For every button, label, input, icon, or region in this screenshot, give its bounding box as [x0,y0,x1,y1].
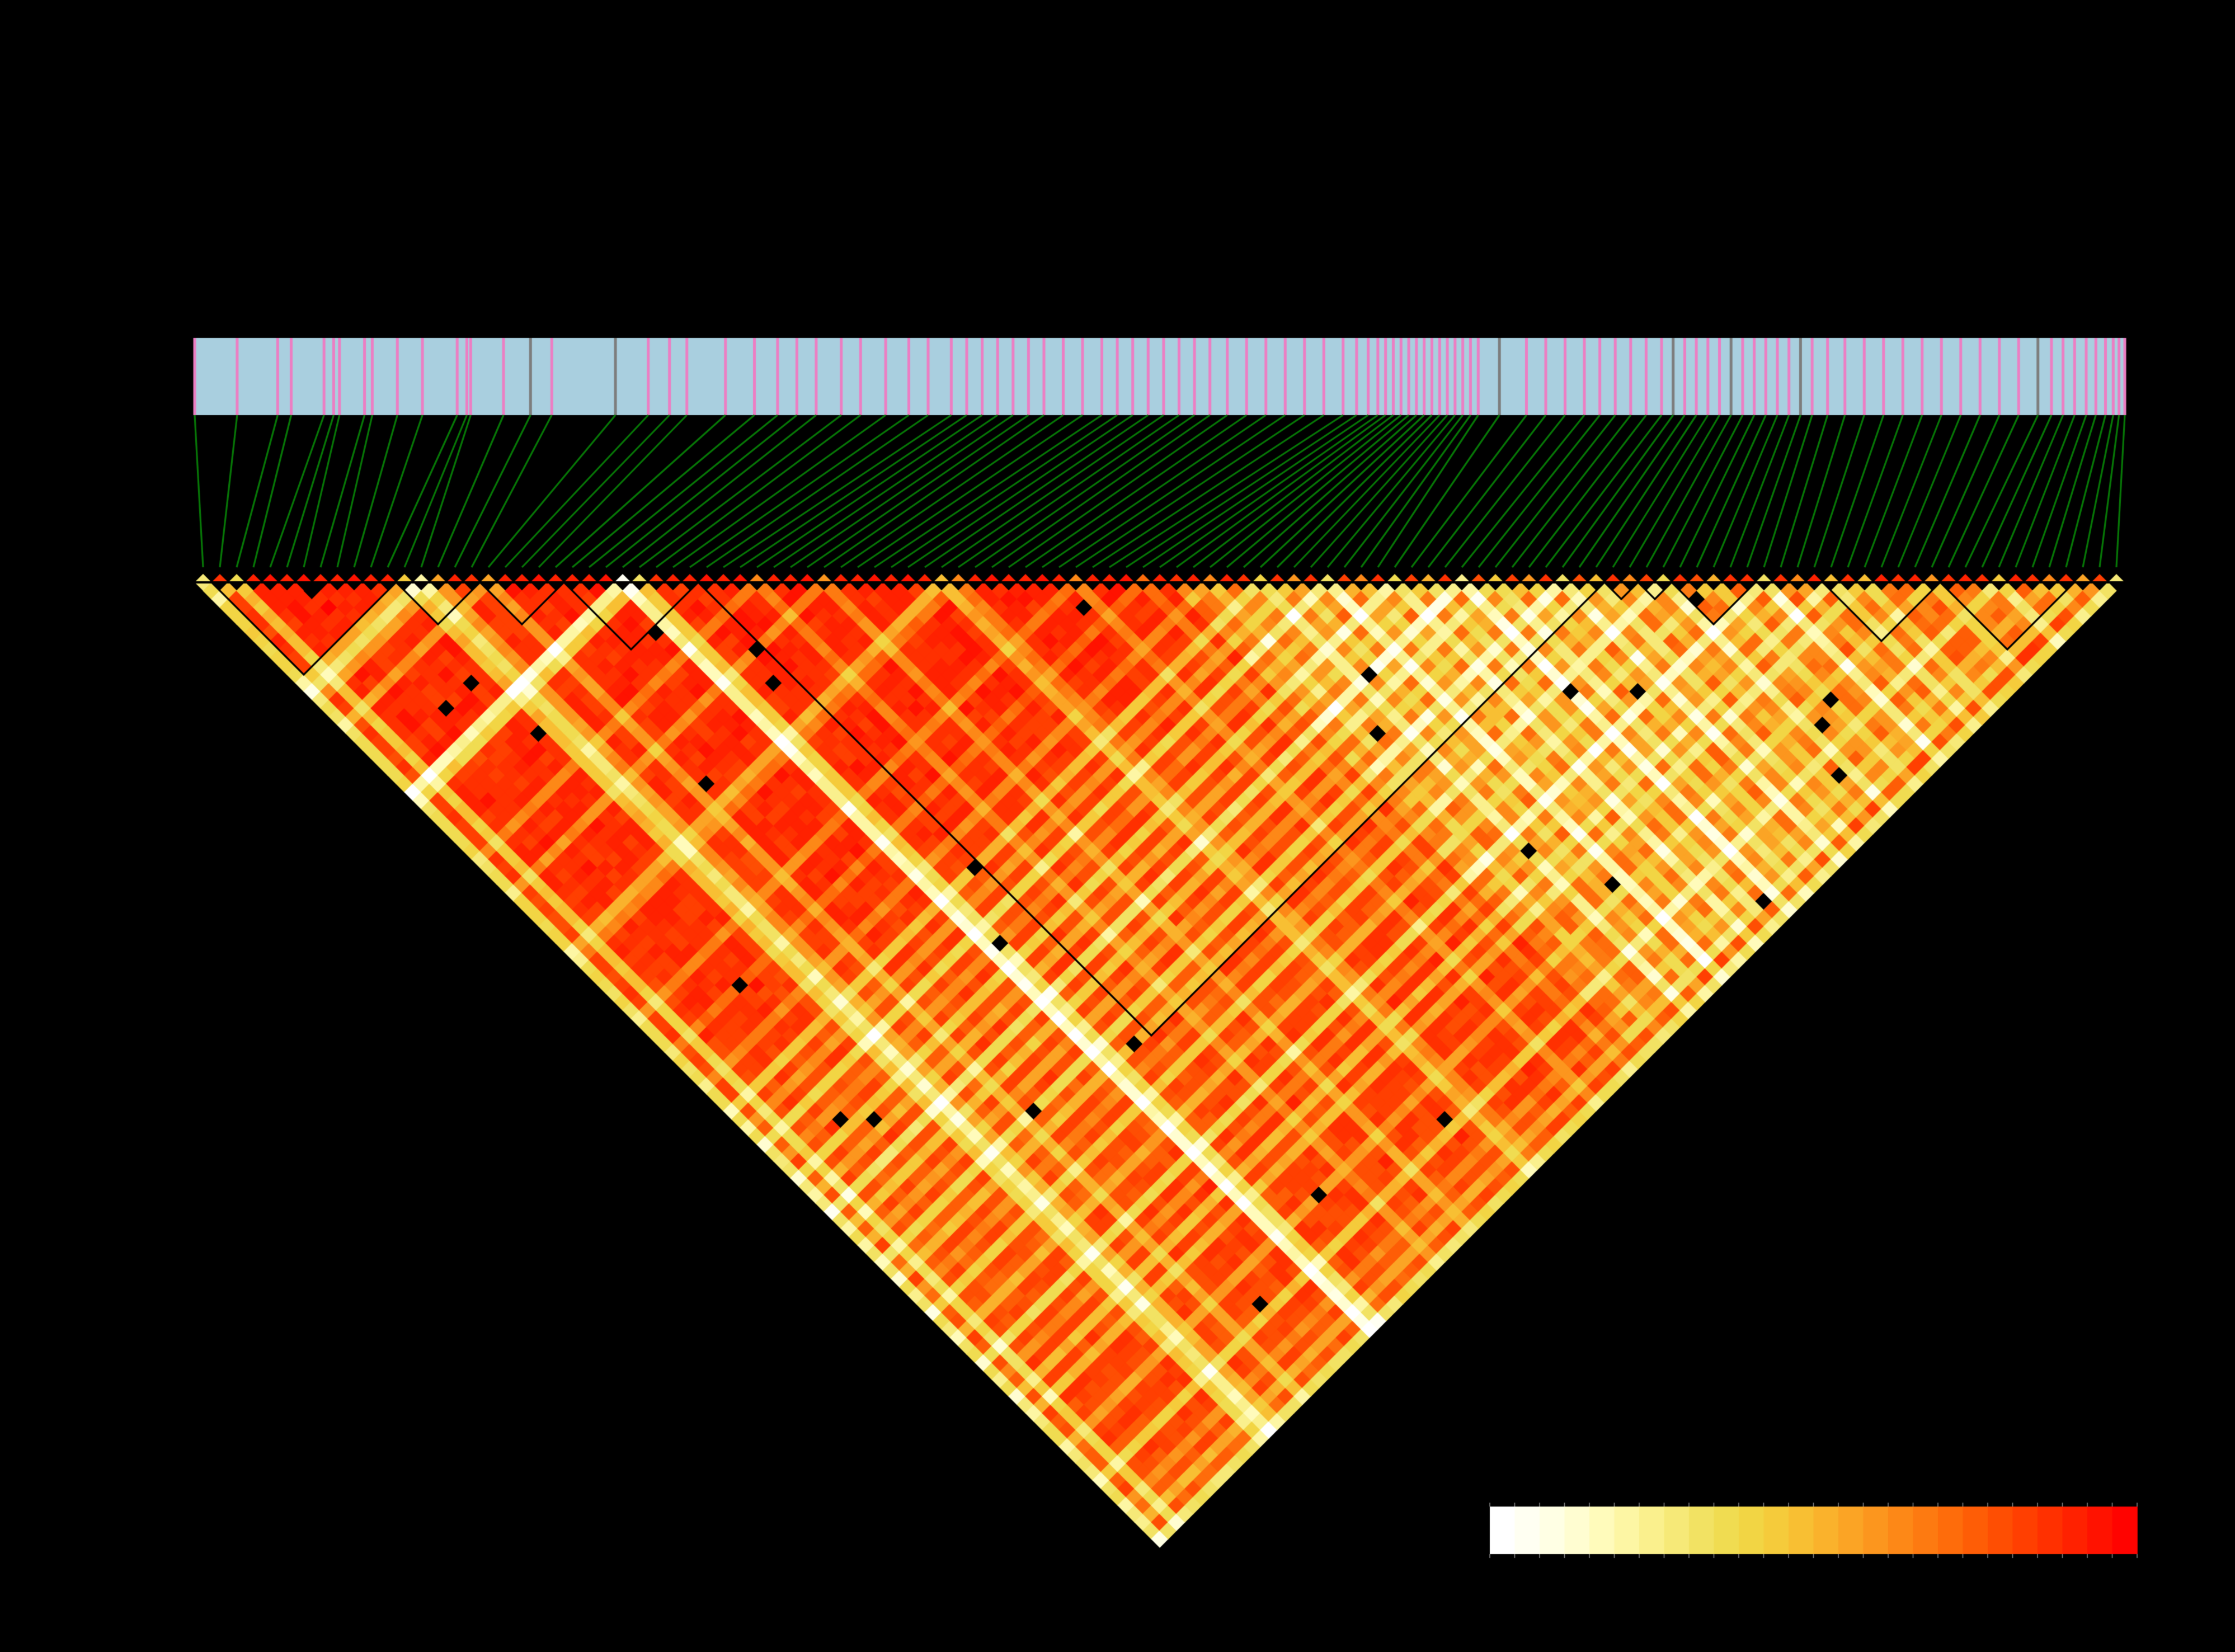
ld-heatmap-figure [0,0,2235,1652]
ld-heatmap-canvas [0,0,2235,1652]
